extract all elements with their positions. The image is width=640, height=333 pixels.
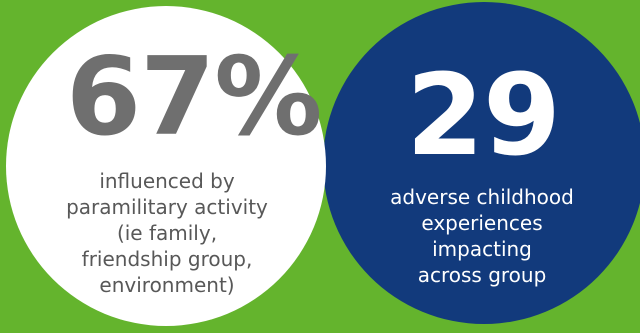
caption-line: experiences — [421, 211, 543, 235]
caption-line: friendship group, — [81, 247, 253, 271]
caption-line: adverse childhood — [390, 185, 574, 209]
stat-caption-paramilitary: influenced by paramilitary activity (ie … — [42, 168, 292, 298]
stat-value-percentage: 67% — [66, 35, 323, 160]
stat-value-count: 29 — [406, 51, 561, 181]
caption-line: (ie family, — [116, 221, 218, 245]
stat-circle-blue — [323, 2, 640, 324]
caption-line: across group — [417, 263, 547, 287]
caption-line: influenced by — [99, 169, 235, 193]
caption-line: environment) — [99, 273, 235, 297]
caption-line: paramilitary activity — [66, 195, 268, 219]
caption-line: impacting — [432, 237, 532, 261]
stat-caption-childhood-experiences: adverse childhood experiences impacting … — [348, 184, 616, 288]
stat-circle-white — [6, 6, 326, 326]
